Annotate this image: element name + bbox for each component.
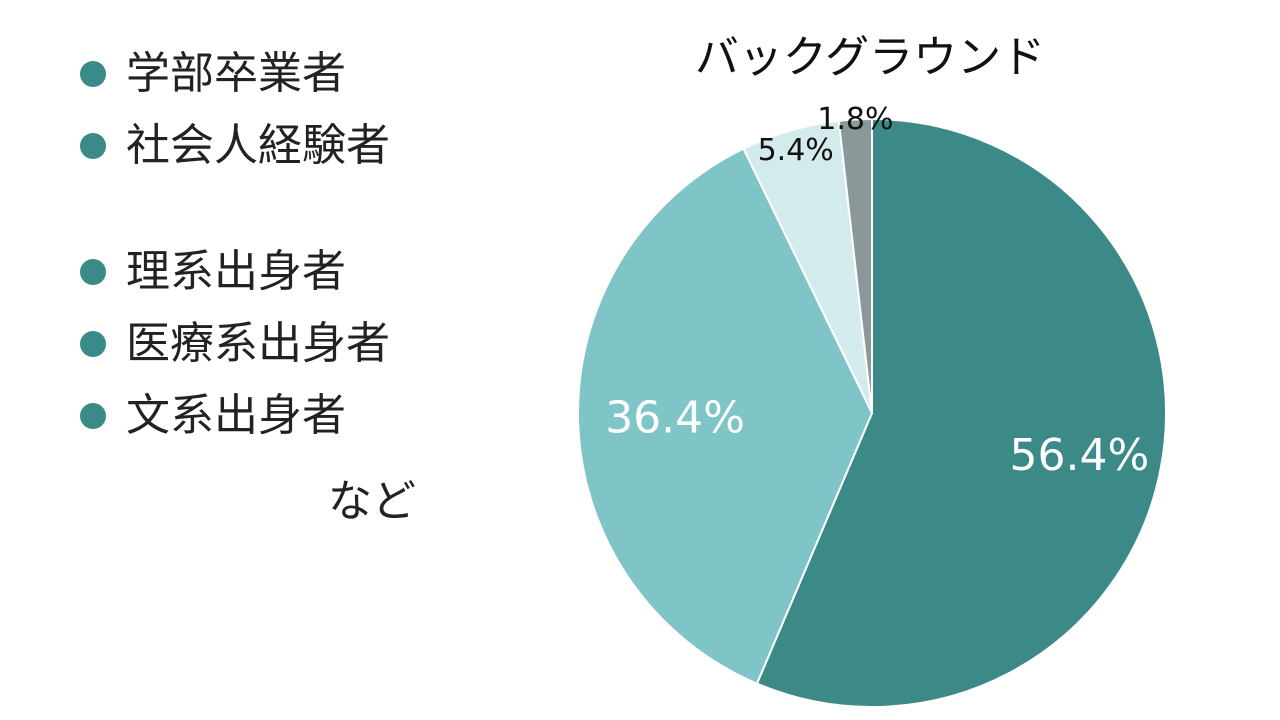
- bullet-item: 理系出身者: [80, 242, 390, 302]
- bullet-label: 医療系出身者: [126, 318, 390, 369]
- bullet-dot-icon: [80, 133, 106, 159]
- bullet-item: 学部卒業者: [80, 44, 390, 104]
- bullet-label: 文系出身者: [126, 390, 346, 441]
- pie-slice-label: 5.4%: [758, 133, 834, 168]
- pie-slice: [577, 147, 874, 685]
- pie-slice: [755, 117, 1167, 708]
- pie-slice: [837, 117, 873, 414]
- bullet-item: 社会人経験者: [80, 116, 390, 176]
- footnote-text: など: [328, 476, 416, 527]
- bullet-label: 社会人経験者: [126, 120, 390, 171]
- bullet-dot-icon: [80, 259, 106, 285]
- bullet-label: 学部卒業者: [126, 48, 346, 99]
- chart-title: バックグラウンド: [694, 32, 1046, 83]
- bullet-dot-icon: [80, 331, 106, 357]
- bullet-dot-icon: [80, 61, 106, 87]
- bullet-list: 学部卒業者 社会人経験者 理系出身者 医療系出身者 文系出身者: [80, 44, 390, 458]
- pie-slice-label: 56.4%: [1010, 430, 1150, 481]
- pie-slice-label: 36.4%: [605, 392, 745, 443]
- bullet-item: 文系出身者: [80, 386, 390, 446]
- bullet-item: 医療系出身者: [80, 314, 390, 374]
- pie-slice-label: 1.8%: [817, 102, 893, 137]
- bullet-dot-icon: [80, 403, 106, 429]
- bullet-label: 理系出身者: [126, 246, 346, 297]
